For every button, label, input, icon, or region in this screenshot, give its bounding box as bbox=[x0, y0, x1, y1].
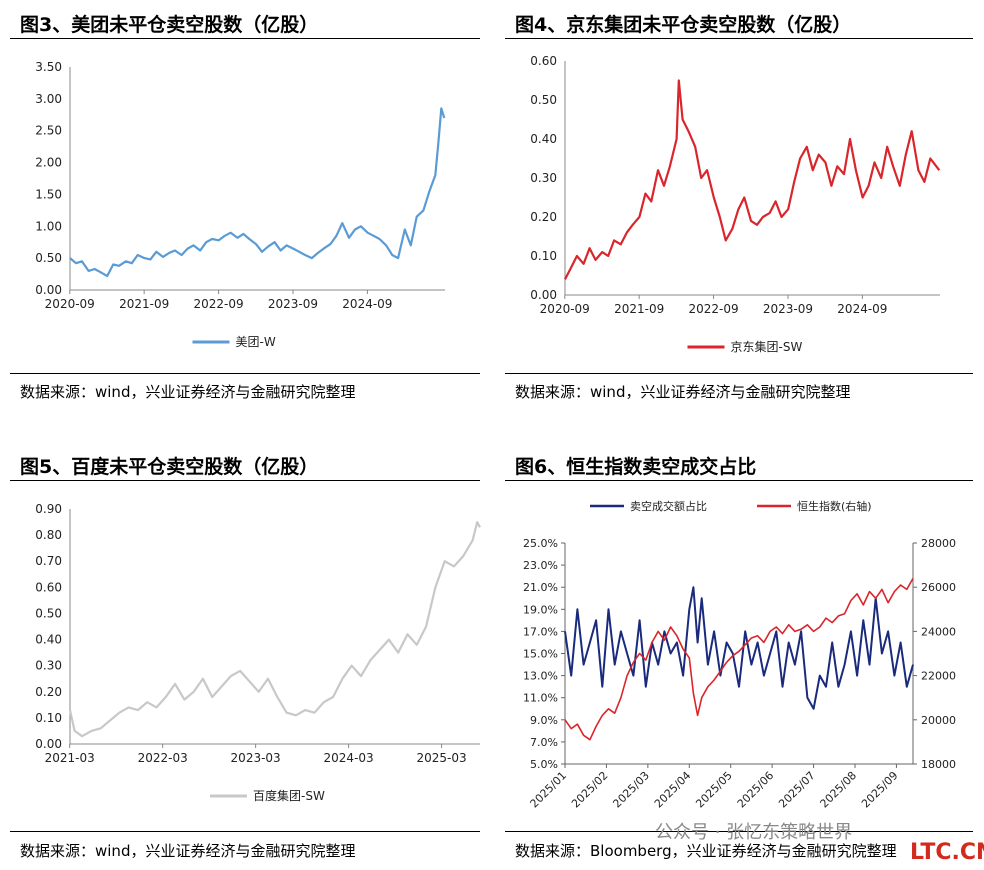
legend-label: 京东集团-SW bbox=[731, 339, 803, 354]
x-tick-label: 2023-03 bbox=[231, 751, 281, 765]
y-tick-label: 0.40 bbox=[530, 132, 557, 146]
legend-label: 卖空成交额占比 bbox=[630, 499, 707, 513]
y-tick-label: 0.00 bbox=[35, 283, 62, 297]
y-tick-label: 3.50 bbox=[35, 60, 62, 74]
legend-label: 恒生指数(右轴) bbox=[797, 499, 872, 513]
y-tick-label: 21.0% bbox=[523, 581, 558, 594]
x-tick-label: 2025-03 bbox=[417, 751, 467, 765]
y-tick-label: 0.30 bbox=[530, 171, 557, 185]
source-rule bbox=[505, 373, 973, 374]
y2-tick-label: 28000 bbox=[921, 537, 956, 550]
chart-hsi: 5.0% 7.0% 9.0% 11.0% 13.0% 15.0% 17.0% 19.0% 21.… bbox=[523, 499, 956, 811]
x-tick-label: 2020-09 bbox=[45, 297, 95, 311]
y-tick-label: 25.0% bbox=[523, 537, 558, 550]
y-tick-label: 0.30 bbox=[35, 659, 62, 673]
chart-meituan: 0.00 0.50 1.00 1.50 2.00 2.50 3.00 3.50 2020-09 2… bbox=[35, 60, 446, 349]
y-tick-label: 0.10 bbox=[530, 249, 557, 263]
site-logo: LTC.CN bbox=[910, 840, 984, 865]
x-tick-label: 2023-09 bbox=[763, 302, 813, 316]
y-tick-label: 5.0% bbox=[530, 758, 558, 771]
y-tick-label: 0.50 bbox=[530, 93, 557, 107]
x-tick-label: 2022-09 bbox=[688, 302, 738, 316]
x-tick-label: 2025/08 bbox=[818, 769, 860, 811]
y-tick-label: 11.0% bbox=[523, 692, 558, 705]
x-tick-label: 2022-03 bbox=[138, 751, 188, 765]
y2-tick-label: 26000 bbox=[921, 581, 956, 594]
y-tick-label: 0.10 bbox=[35, 711, 62, 725]
x-tick-label: 2024-09 bbox=[342, 297, 392, 311]
watermark-text: 公众号 · 张忆东策略世界 bbox=[655, 822, 853, 843]
chart-title-hsi: 图6、恒生指数卖空成交占比 bbox=[515, 456, 757, 478]
y-tick-label: 0.00 bbox=[35, 737, 62, 751]
y2-tick-label: 22000 bbox=[921, 670, 956, 683]
x-tick-label: 2025/07 bbox=[776, 769, 818, 811]
y-tick-label: 0.90 bbox=[35, 502, 62, 516]
y-tick-label: 0.80 bbox=[35, 528, 62, 542]
x-tick-label: 2025/09 bbox=[859, 769, 901, 811]
series-line bbox=[69, 107, 446, 278]
x-tick-label: 2021-03 bbox=[45, 751, 95, 765]
y-tick-label: 0.40 bbox=[35, 633, 62, 647]
x-tick-label: 2021-09 bbox=[614, 302, 664, 316]
series-line bbox=[564, 578, 914, 741]
x-tick-label: 2025/05 bbox=[693, 769, 735, 811]
x-tick-label: 2025/01 bbox=[528, 769, 570, 811]
series-line bbox=[564, 586, 914, 710]
y-tick-label: 2.00 bbox=[35, 156, 62, 170]
x-tick-label: 2022-09 bbox=[193, 297, 243, 311]
y-tick-label: 15.0% bbox=[523, 648, 558, 661]
x-tick-label: 2025/03 bbox=[610, 769, 652, 811]
title-rule bbox=[505, 38, 973, 39]
source-rule bbox=[505, 831, 973, 832]
x-tick-label: 2025/06 bbox=[735, 769, 777, 811]
y-tick-label: 23.0% bbox=[523, 559, 558, 572]
y2-tick-label: 18000 bbox=[921, 758, 956, 771]
y-tick-label: 0.60 bbox=[35, 580, 62, 594]
y-tick-label: 1.50 bbox=[35, 187, 62, 201]
chart-jd: 0.00 0.10 0.20 0.30 0.40 0.50 0.60 2020-09 2021-… bbox=[530, 54, 941, 354]
y2-tick-label: 20000 bbox=[921, 714, 956, 727]
y-tick-label: 0.50 bbox=[35, 606, 62, 620]
chart-title-jd: 图4、京东集团未平仓卖空股数（亿股） bbox=[515, 14, 852, 36]
chart-title-meituan: 图3、美团未平仓卖空股数（亿股） bbox=[20, 14, 319, 36]
chart-title-baidu: 图5、百度未平仓卖空股数（亿股） bbox=[20, 456, 319, 478]
source-note: 数据来源：wind，兴业证券经济与金融研究院整理 bbox=[20, 383, 356, 401]
source-rule bbox=[10, 831, 480, 832]
title-rule bbox=[10, 38, 480, 39]
source-rule bbox=[10, 373, 480, 374]
y-tick-label: 0.00 bbox=[530, 288, 557, 302]
y2-tick-label: 24000 bbox=[921, 625, 956, 638]
title-rule bbox=[505, 480, 973, 481]
y-tick-label: 0.20 bbox=[35, 685, 62, 699]
x-tick-label: 2021-09 bbox=[119, 297, 169, 311]
y-tick-label: 0.60 bbox=[530, 54, 557, 68]
y-tick-label: 0.20 bbox=[530, 210, 557, 224]
legend-label: 美团-W bbox=[236, 335, 276, 349]
x-tick-label: 2025/02 bbox=[569, 769, 611, 811]
title-rule bbox=[10, 480, 480, 481]
x-tick-label: 2024-03 bbox=[324, 751, 374, 765]
x-tick-label: 2025/04 bbox=[652, 769, 694, 811]
legend-label: 百度集团-SW bbox=[253, 788, 325, 803]
source-note: 数据来源：wind，兴业证券经济与金融研究院整理 bbox=[515, 383, 851, 401]
y-tick-label: 0.70 bbox=[35, 554, 62, 568]
source-note: 数据来源：wind，兴业证券经济与金融研究院整理 bbox=[20, 842, 356, 860]
source-note: 数据来源：Bloomberg，兴业证券经济与金融研究院整理 bbox=[515, 842, 897, 860]
y-tick-label: 13.0% bbox=[523, 670, 558, 683]
x-tick-label: 2024-09 bbox=[837, 302, 887, 316]
series-line bbox=[68, 520, 481, 738]
y-tick-label: 0.50 bbox=[35, 251, 62, 265]
y-tick-label: 2.50 bbox=[35, 124, 62, 138]
y-tick-label: 17.0% bbox=[523, 625, 558, 638]
x-tick-label: 2020-09 bbox=[540, 302, 590, 316]
series-line bbox=[564, 79, 941, 280]
x-tick-label: 2023-09 bbox=[268, 297, 318, 311]
y-tick-label: 7.0% bbox=[530, 736, 558, 749]
y-tick-label: 19.0% bbox=[523, 603, 558, 616]
y-tick-label: 1.00 bbox=[35, 219, 62, 233]
y-tick-label: 9.0% bbox=[530, 714, 558, 727]
chart-baidu: 0.00 0.10 0.20 0.30 0.40 0.50 0.60 0.70 0.80 0.90… bbox=[35, 502, 481, 803]
y-tick-label: 3.00 bbox=[35, 92, 62, 106]
